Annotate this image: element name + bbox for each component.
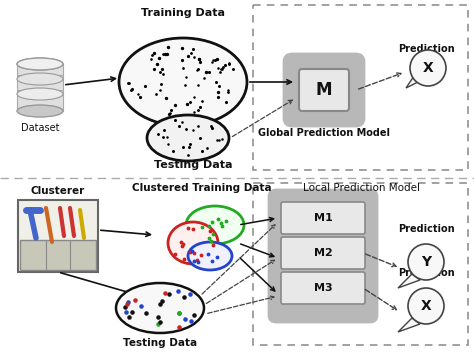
Text: Training Data: Training Data: [141, 8, 225, 18]
Text: M3: M3: [314, 283, 332, 293]
Ellipse shape: [17, 105, 63, 117]
Text: M: M: [316, 81, 332, 99]
FancyBboxPatch shape: [269, 190, 377, 322]
Text: Clustered Training Data: Clustered Training Data: [132, 183, 272, 193]
Text: Prediction: Prediction: [398, 224, 454, 234]
Polygon shape: [406, 76, 422, 88]
FancyBboxPatch shape: [299, 69, 349, 111]
Polygon shape: [398, 274, 420, 288]
Text: X: X: [420, 299, 431, 313]
Ellipse shape: [116, 283, 204, 333]
Text: Dataset: Dataset: [21, 123, 59, 133]
Text: M1: M1: [314, 213, 332, 223]
Ellipse shape: [17, 58, 63, 70]
Ellipse shape: [17, 73, 63, 85]
FancyBboxPatch shape: [281, 202, 365, 234]
FancyBboxPatch shape: [18, 200, 98, 272]
Text: Testing Data: Testing Data: [123, 338, 197, 348]
Text: X: X: [423, 61, 433, 75]
Text: Local Prediction Model: Local Prediction Model: [303, 183, 420, 193]
Circle shape: [408, 244, 444, 280]
Ellipse shape: [17, 88, 63, 100]
Ellipse shape: [186, 206, 244, 244]
Ellipse shape: [17, 58, 63, 70]
Text: M2: M2: [314, 248, 332, 258]
Ellipse shape: [168, 222, 218, 264]
Circle shape: [408, 288, 444, 324]
Text: Prediction: Prediction: [398, 44, 454, 54]
Ellipse shape: [147, 115, 229, 161]
FancyBboxPatch shape: [284, 54, 364, 126]
Ellipse shape: [188, 242, 232, 270]
FancyBboxPatch shape: [17, 64, 63, 111]
FancyBboxPatch shape: [281, 237, 365, 269]
Ellipse shape: [119, 38, 247, 126]
Polygon shape: [398, 318, 420, 332]
Text: Testing Data: Testing Data: [154, 160, 232, 170]
Text: Prediction: Prediction: [398, 268, 454, 278]
Text: Clusterer: Clusterer: [31, 186, 85, 196]
FancyBboxPatch shape: [20, 240, 96, 270]
Text: Y: Y: [421, 255, 431, 269]
Text: Global Prediction Model: Global Prediction Model: [258, 128, 390, 138]
Circle shape: [410, 50, 446, 86]
FancyBboxPatch shape: [281, 272, 365, 304]
